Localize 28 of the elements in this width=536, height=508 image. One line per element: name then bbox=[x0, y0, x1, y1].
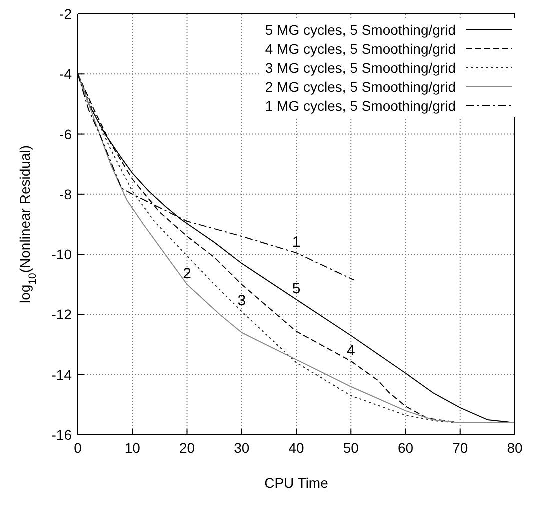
x-axis-title: CPU Time bbox=[264, 475, 329, 491]
x-tick-label: 0 bbox=[74, 440, 82, 456]
y-tick-label: -16 bbox=[52, 426, 72, 443]
y-tick-label: -2 bbox=[60, 6, 72, 22]
x-tick-label: 30 bbox=[234, 440, 250, 456]
x-tick-label: 70 bbox=[452, 440, 468, 456]
legend-label: 1 MG cycles, 5 Smoothing/grid bbox=[265, 98, 456, 114]
annotation: 2 bbox=[183, 266, 192, 283]
annotation: 1 bbox=[292, 234, 301, 252]
annotation: 4 bbox=[346, 342, 356, 360]
x-tick-label: 40 bbox=[288, 440, 304, 456]
x-tick-label: 60 bbox=[398, 440, 414, 456]
annotation: 5 bbox=[292, 280, 301, 298]
legend-label: 5 MG cycles, 5 Smoothing/grid bbox=[265, 22, 456, 38]
y-tick-label: -10 bbox=[52, 246, 72, 263]
y-tick-label: -8 bbox=[60, 186, 72, 202]
x-tick-label: 50 bbox=[343, 440, 360, 456]
legend-label: 3 MG cycles, 5 Smoothing/grid bbox=[265, 60, 456, 76]
y-tick-label: -14 bbox=[52, 366, 72, 383]
legend-label: 2 MG cycles, 5 Smoothing/grid bbox=[265, 78, 456, 94]
legend-label: 4 MG cycles, 5 Smoothing/grid bbox=[265, 40, 456, 56]
y-tick-label: -4 bbox=[60, 66, 72, 82]
y-tick-label: -12 bbox=[52, 306, 72, 323]
x-tick-label: 20 bbox=[179, 440, 196, 456]
x-tick-label: 80 bbox=[507, 440, 523, 456]
annotation: 3 bbox=[238, 292, 246, 310]
x-tick-label: 10 bbox=[124, 440, 141, 456]
y-tick-label: -6 bbox=[60, 126, 72, 142]
